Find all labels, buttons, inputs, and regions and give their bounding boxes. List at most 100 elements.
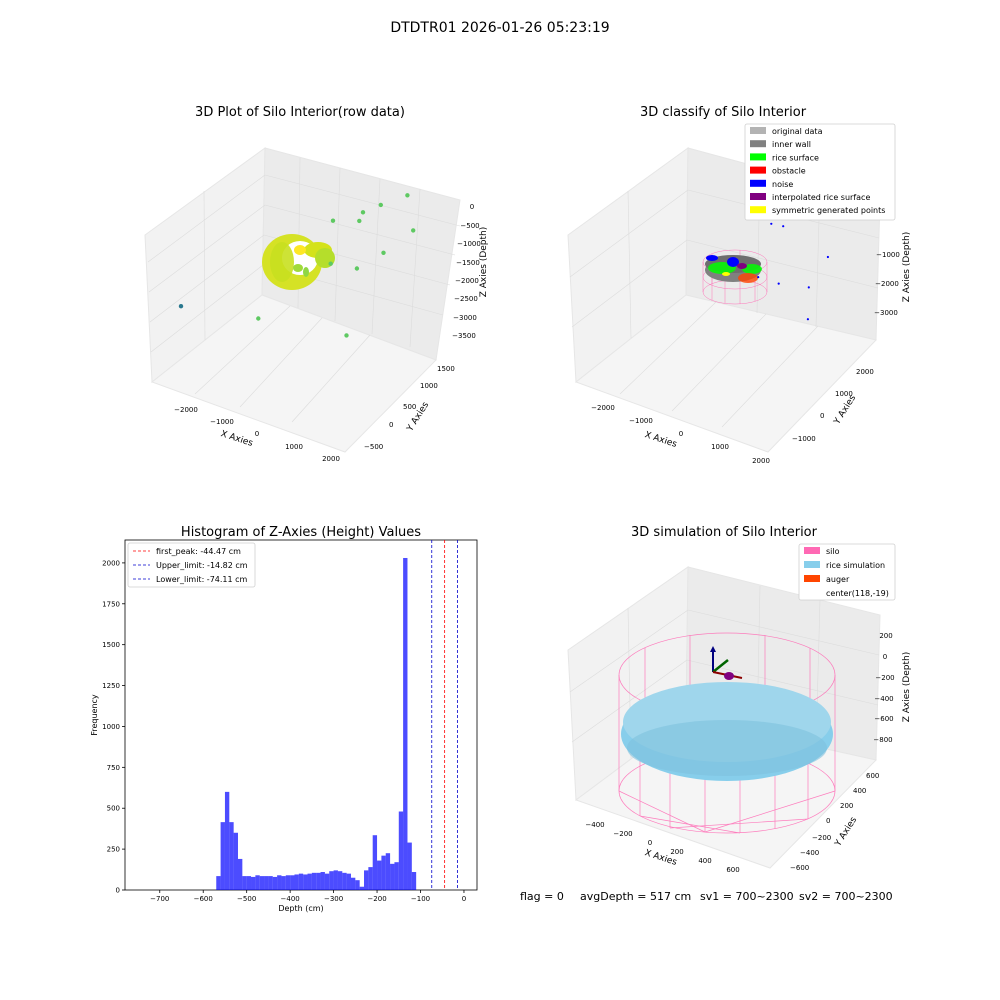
sim-ztick: −200 <box>875 674 894 682</box>
sim-legend-label: silo <box>826 547 840 556</box>
raw-xtick: 2000 <box>322 455 340 463</box>
raw-outlier-point <box>344 333 349 338</box>
simulation-plot-panel: 3D simulation of Silo Interior <box>567 525 912 874</box>
flag-text: flag = 0 <box>520 890 564 903</box>
histogram-bar <box>394 862 399 890</box>
sim-ytick: −600 <box>790 864 809 872</box>
raw-ytick: 1500 <box>437 365 455 373</box>
classify-legend-swatch <box>750 206 766 214</box>
raw-ztick: −3000 <box>453 314 477 322</box>
histogram-bar <box>372 835 378 890</box>
sim-legend: silo rice simulation auger center(118,-19) <box>798 543 896 601</box>
sim-legend-label: auger <box>826 575 850 584</box>
histogram-bar <box>272 876 278 890</box>
histogram-bar <box>311 872 317 890</box>
histogram-bar <box>290 875 295 890</box>
histogram-ytick-label: 500 <box>107 805 120 813</box>
raw-ztick: −2500 <box>454 295 478 303</box>
raw-ztick: −1500 <box>456 259 480 267</box>
histogram-bar <box>237 858 243 890</box>
histogram-bar <box>307 873 312 890</box>
histogram-ytick-label: 250 <box>107 846 120 854</box>
classify-zlabel: Z Axies (Depth) <box>902 232 912 303</box>
sim-ztick: −400 <box>874 695 893 703</box>
histogram-bar <box>364 870 369 890</box>
classify-xtick: 2000 <box>752 457 770 465</box>
sim-ytick: −400 <box>800 849 819 857</box>
histogram-reference-lines <box>431 540 458 890</box>
histogram-plot-frame <box>124 539 478 891</box>
classify-legend-swatch <box>750 166 766 174</box>
raw-xtick: −1000 <box>210 418 234 426</box>
histogram-bar <box>359 886 365 890</box>
classify-ztick: −2000 <box>875 280 899 288</box>
histogram-ylabel: Frequency <box>90 694 99 736</box>
histogram-bar <box>251 876 256 890</box>
classify-noise-point <box>807 286 810 289</box>
histogram-bar <box>220 822 225 890</box>
raw-outlier-points <box>178 193 416 338</box>
histogram-bar <box>320 872 325 890</box>
histogram-bar <box>333 870 338 890</box>
histogram-legend-label: Upper_limit: -14.82 cm <box>156 561 248 570</box>
histogram-legend-label: Lower_limit: -74.11 cm <box>156 575 248 584</box>
classify-xtick: −2000 <box>591 404 615 412</box>
sim-z-axis: 200 0 −200 −400 −600 −800 Z Axies (Depth… <box>873 632 912 744</box>
raw-ytick: −500 <box>364 443 383 451</box>
raw-outlier-point <box>354 266 360 271</box>
sim-ztick: 0 <box>883 653 887 661</box>
histogram-bar <box>398 811 404 890</box>
classify-legend-swatch <box>750 127 766 134</box>
sim-rice-surface <box>621 682 833 781</box>
histogram-bar <box>316 872 321 890</box>
classify-legend-label: original data <box>772 127 823 136</box>
raw-outlier-point <box>178 304 184 309</box>
histogram-ytick-label: 1500 <box>102 641 120 649</box>
histogram-ytick-label: 1750 <box>102 600 120 608</box>
histogram-panel: Histogram of Z-Axies (Height) Values −70… <box>90 525 478 913</box>
histogram-legend-box <box>127 542 256 588</box>
classify-classified-points <box>705 255 762 283</box>
classify-legend-label: symmetric generated points <box>772 206 885 215</box>
raw-xtick: 1000 <box>285 443 303 451</box>
histogram-xtick-label: −100 <box>411 895 430 903</box>
histogram-bar <box>224 791 230 890</box>
histogram-bar <box>264 876 269 890</box>
histogram-xtick-label: 0 <box>462 895 466 903</box>
raw-ztick: −3500 <box>452 332 476 340</box>
classify-legend-box <box>744 123 896 221</box>
classify-pane-floor <box>574 294 877 453</box>
raw-outlier-point <box>357 218 362 224</box>
sim-xtick: −200 <box>613 830 632 838</box>
histogram-bar <box>294 874 299 890</box>
histogram-bar <box>298 873 304 890</box>
classify-plot-title: 3D classify of Silo Interior <box>640 105 807 120</box>
raw-xtick: 0 <box>255 430 259 438</box>
raw-outlier-point <box>256 316 261 321</box>
raw-ztick: −500 <box>460 222 479 230</box>
raw-plot-panel: 3D Plot of Silo Interior(row data) −2 <box>144 105 489 463</box>
classify-ytick: 2000 <box>856 368 874 376</box>
histogram-bar <box>281 876 286 890</box>
histogram-xtick-label: −700 <box>150 895 169 903</box>
classify-noise-point <box>826 255 830 259</box>
raw-outlier-point <box>381 250 386 255</box>
classify-ztick: −1000 <box>876 251 900 259</box>
histogram-ytick-label: 1000 <box>102 723 120 731</box>
sim-ytick: −200 <box>812 834 831 842</box>
classify-legend-label: inner wall <box>772 140 811 149</box>
classify-legend-swatch <box>750 179 766 187</box>
classify-ytick: 1000 <box>835 390 853 398</box>
histogram-xtick-label: −300 <box>324 895 343 903</box>
raw-ytick: 500 <box>403 403 416 411</box>
histogram-xtick-label: −600 <box>194 895 213 903</box>
histogram-bar <box>350 877 356 890</box>
histogram-ytick-label: 2000 <box>102 559 120 567</box>
raw-z-axis: 0 −500 −1000 −1500 −2000 −2500 −3000 −35… <box>452 203 489 340</box>
classify-legend-label: obstacle <box>772 167 806 176</box>
classify-legend-label: interpolated rice surface <box>772 193 870 202</box>
sim-legend-swatch <box>804 547 820 554</box>
raw-outlier-point <box>330 218 336 223</box>
sim-ztick: 200 <box>879 632 892 640</box>
histogram-bar <box>216 876 221 890</box>
